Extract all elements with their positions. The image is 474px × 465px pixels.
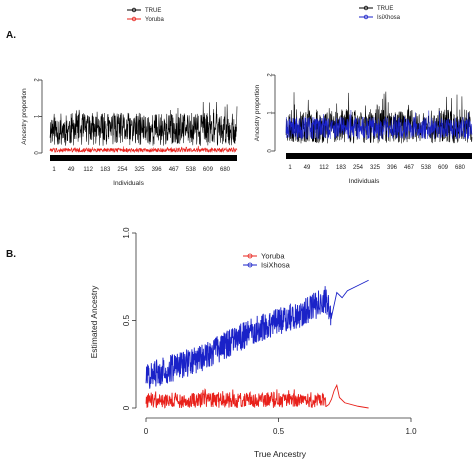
panel-a-right: 0 1 2 Ancestry proportion 1 49 112 183 254 325 396…	[254, 5, 473, 185]
y-tick-label: 1	[268, 111, 274, 115]
x-tick-label: 1	[52, 167, 56, 173]
y-tick-label: 0.5	[122, 314, 131, 326]
index-bar	[50, 155, 237, 161]
x-tick-label: 254	[117, 167, 128, 173]
x-axis-label: True Ancestry	[254, 449, 307, 459]
y-axis-label: Estimated Ancestry	[89, 285, 99, 359]
x-tick-label: 1	[288, 165, 292, 171]
panel-label-b: B.	[6, 249, 16, 260]
series-line-yoruba	[49, 145, 238, 154]
y-tick-label: 1.0	[122, 227, 131, 239]
x-tick-label: 396	[387, 165, 398, 171]
y-tick-label: 1	[35, 114, 41, 118]
x-tick-label: 325	[134, 167, 145, 173]
y-tick-label: 2	[35, 78, 41, 82]
x-tick-label: 680	[220, 167, 231, 173]
y-axis-label: Ancestry proportion	[254, 84, 261, 141]
y-tick-label: 0	[268, 149, 274, 153]
legend-marker-isixhosa	[363, 14, 369, 20]
x-tick-label: 254	[353, 165, 364, 171]
x-tick-label: 183	[336, 165, 347, 171]
series-line-true	[285, 91, 473, 144]
x-axis-label: Individuals	[349, 178, 380, 185]
x-tick-label: 609	[203, 167, 214, 173]
legend-label-isixhosa: IsiXhosa	[377, 15, 401, 21]
series-line-isixhosa	[145, 279, 369, 389]
x-tick-label: 183	[100, 167, 111, 173]
series-line-yoruba	[145, 383, 369, 409]
index-bar	[286, 153, 472, 159]
x-tick-label: 112	[319, 165, 329, 171]
y-axis-label: Ancestry proportion	[21, 88, 28, 145]
x-tick-label: 325	[370, 165, 381, 171]
series-line-isixhosa	[285, 109, 473, 140]
x-tick-label: 1.0	[405, 427, 417, 436]
x-tick-label: 680	[455, 165, 466, 171]
legend-marker-yoruba	[247, 253, 253, 259]
x-tick-label: 538	[186, 167, 197, 173]
y-tick-label: 0	[35, 151, 41, 155]
x-tick-label: 609	[438, 165, 449, 171]
panel-b: 0 0.5 1.0 0 0.5 1.0 Estimated Ancestry True Anc…	[89, 227, 417, 459]
legend-label-true: TRUE	[145, 8, 161, 14]
x-axis-label: Individuals	[113, 180, 144, 187]
legend-marker-yoruba	[131, 16, 137, 22]
x-tick-label: 0	[144, 427, 149, 436]
legend-label-true: TRUE	[377, 6, 393, 12]
panel-label-a: A.	[6, 30, 16, 41]
y-tick-label: 2	[268, 73, 274, 77]
x-tick-label: 538	[421, 165, 432, 171]
x-tick-label: 396	[152, 167, 163, 173]
x-tick-label: 0.5	[273, 427, 285, 436]
x-tick-label: 49	[68, 167, 75, 173]
legend-label-isixhosa: IsiXhosa	[261, 261, 291, 270]
series-line-true	[49, 101, 238, 146]
legend-label-yoruba: Yoruba	[261, 252, 285, 261]
y-tick-label: 0	[122, 405, 131, 410]
legend-marker-true	[131, 7, 137, 13]
panel-a-left: 0 1 2 Ancestry proportion 1 49 112 183 254 325 396…	[21, 7, 238, 187]
x-tick-label: 467	[404, 165, 415, 171]
legend-marker-isixhosa	[247, 262, 253, 268]
x-tick-label: 467	[169, 167, 180, 173]
x-tick-label: 49	[304, 165, 311, 171]
x-tick-label: 112	[83, 167, 93, 173]
legend-label-yoruba: Yoruba	[145, 17, 164, 23]
legend-marker-true	[363, 5, 369, 11]
